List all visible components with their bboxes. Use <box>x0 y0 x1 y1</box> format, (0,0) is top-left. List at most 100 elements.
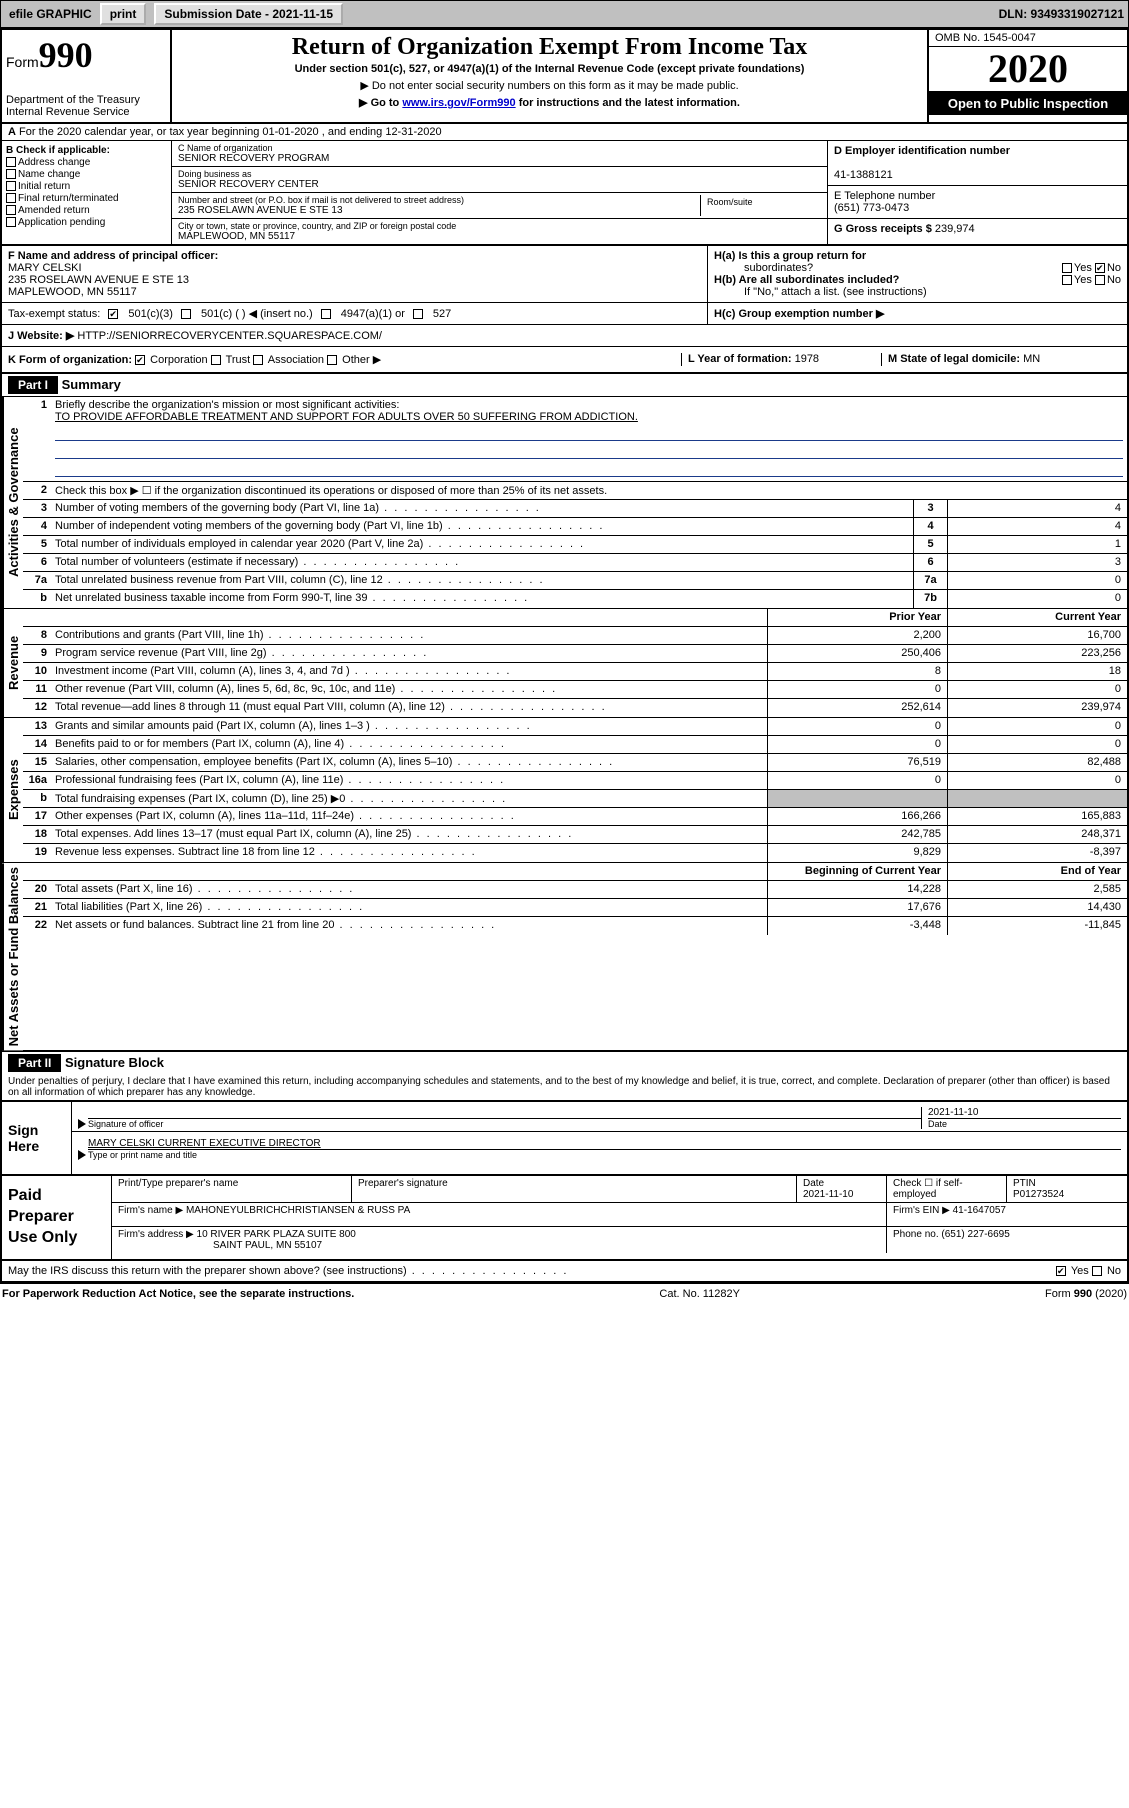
domicile: MN <box>1023 353 1040 365</box>
dba-label: Doing business as <box>178 169 821 179</box>
opt-trust: Trust <box>226 354 251 366</box>
chk-address-change[interactable]: Address change <box>18 157 90 168</box>
header-right: OMB No. 1545-0047 2020 Open to Public In… <box>927 30 1127 122</box>
city-label: City or town, state or province, country… <box>178 221 821 231</box>
chk-501c3[interactable] <box>108 309 118 319</box>
topbar: efile GRAPHIC print Submission Date - 20… <box>0 0 1129 28</box>
table-row: 22 Net assets or fund balances. Subtract… <box>23 917 1127 935</box>
may-yes[interactable] <box>1056 1266 1066 1276</box>
table-row: 18 Total expenses. Add lines 13–17 (must… <box>23 826 1127 844</box>
ha-no[interactable] <box>1095 263 1105 273</box>
gross-label: G Gross receipts $ <box>834 223 932 235</box>
footer-left: For Paperwork Reduction Act Notice, see … <box>2 1288 354 1300</box>
firm-addr-label: Firm's address ▶ <box>118 1229 194 1240</box>
table-row: 17 Other expenses (Part IX, column (A), … <box>23 808 1127 826</box>
sign-here-label: Sign Here <box>2 1102 72 1174</box>
domicile-label: M State of legal domicile: <box>888 353 1020 365</box>
chk-application-pending[interactable]: Application pending <box>18 217 105 228</box>
opt-assoc: Association <box>268 354 324 366</box>
form-header: Form990 Department of the Treasury Inter… <box>2 30 1127 124</box>
self-employed-chk[interactable]: Check ☐ if self-employed <box>887 1176 1007 1202</box>
chk-corp[interactable] <box>135 355 145 365</box>
dln: DLN: 93493319027121 <box>999 7 1124 21</box>
firm-ein: 41-1647057 <box>953 1205 1006 1216</box>
phone-value: (651) 227-6695 <box>941 1229 1009 1240</box>
org-name: SENIOR RECOVERY PROGRAM <box>178 153 821 164</box>
firm-name-label: Firm's name ▶ <box>118 1205 183 1216</box>
chk-trust[interactable] <box>211 355 221 365</box>
q1-label: Briefly describe the organization's miss… <box>55 399 399 411</box>
sign-date: 2021-11-10 <box>928 1107 978 1118</box>
chk-amended[interactable]: Amended return <box>18 205 90 216</box>
paid-preparer-label: Paid Preparer Use Only <box>2 1176 112 1258</box>
addr-value: 235 ROSELAWN AVENUE E STE 13 <box>178 205 700 216</box>
preparer-sig-hdr: Preparer's signature <box>352 1176 797 1202</box>
table-row: 10 Investment income (Part VIII, column … <box>23 663 1127 681</box>
part2-badge: Part II <box>8 1054 61 1072</box>
table-row: 7a Total unrelated business revenue from… <box>23 572 1127 590</box>
irs-link[interactable]: www.irs.gov/Form990 <box>402 97 515 109</box>
no-text-2: No <box>1107 274 1121 286</box>
col-b: B Check if applicable: Address change Na… <box>2 141 172 244</box>
tab-governance: Activities & Governance <box>2 397 23 608</box>
header-left: Form990 Department of the Treasury Inter… <box>2 30 172 122</box>
form-prefix: Form <box>6 54 39 70</box>
opt-501c: 501(c) ( ) ◀ (insert no.) <box>201 307 313 320</box>
firm-ein-label: Firm's EIN ▶ <box>893 1205 950 1216</box>
opt-corp: Corporation <box>150 354 207 366</box>
tab-expenses: Expenses <box>2 718 23 862</box>
ruled-line <box>55 425 1123 441</box>
chk-other[interactable] <box>327 355 337 365</box>
form-number: 990 <box>39 35 93 75</box>
ha-yes[interactable] <box>1062 263 1072 273</box>
hb-no[interactable] <box>1095 275 1105 285</box>
chk-527[interactable] <box>413 309 423 319</box>
omb-number: OMB No. 1545-0047 <box>929 30 1127 47</box>
footer-right: Form 990 (2020) <box>1045 1288 1127 1300</box>
prep-date: 2021-11-10 <box>803 1189 853 1200</box>
boc-hdr: Beginning of Current Year <box>767 863 947 880</box>
eoy-hdr: End of Year <box>947 863 1127 880</box>
ein-value: 41-1388121 <box>834 169 893 181</box>
chk-name-change[interactable]: Name change <box>18 169 80 180</box>
officer-name: MARY CELSKI <box>8 262 82 274</box>
preparer-name-hdr: Print/Type preparer's name <box>112 1176 352 1202</box>
opt-501c3: 501(c)(3) <box>128 308 173 320</box>
table-row: b Net unrelated business taxable income … <box>23 590 1127 608</box>
col-c: C Name of organization SENIOR RECOVERY P… <box>172 141 827 244</box>
part1-header: Part I Summary <box>2 374 1127 397</box>
may-yes-text: Yes <box>1071 1265 1089 1277</box>
ha-label: H(a) Is this a group return for <box>714 250 866 262</box>
note-goto: ▶ Go to www.irs.gov/Form990 for instruct… <box>178 96 921 109</box>
may-no[interactable] <box>1092 1266 1102 1276</box>
tab-net-assets: Net Assets or Fund Balances <box>2 863 23 1050</box>
tax-exempt-label: Tax-exempt status: <box>8 308 100 320</box>
ptin-value: P01273524 <box>1013 1189 1064 1200</box>
part1-revenue: Revenue Prior Year Current Year 8 Contri… <box>2 609 1127 718</box>
submission-date: Submission Date - 2021-11-15 <box>154 3 343 25</box>
chk-assoc[interactable] <box>253 355 263 365</box>
addr-label: Number and street (or P.O. box if mail i… <box>178 195 700 205</box>
current-year-hdr: Current Year <box>947 609 1127 626</box>
arrow-icon <box>78 1150 86 1160</box>
line-a-text: For the 2020 calendar year, or tax year … <box>19 126 442 138</box>
chk-501c[interactable] <box>181 309 191 319</box>
table-row: 6 Total number of volunteers (estimate i… <box>23 554 1127 572</box>
hb-yes[interactable] <box>1062 275 1072 285</box>
print-button[interactable]: print <box>100 3 147 25</box>
note-ssn: ▶ Do not enter social security numbers o… <box>178 79 921 92</box>
opt-4947: 4947(a)(1) or <box>341 308 405 320</box>
chk-final-return[interactable]: Final return/terminated <box>18 193 119 204</box>
org-name-label: C Name of organization <box>178 143 821 153</box>
chk-4947[interactable] <box>321 309 331 319</box>
part1-title: Summary <box>62 377 121 392</box>
website-label: J Website: ▶ <box>8 330 74 342</box>
prior-year-hdr: Prior Year <box>767 609 947 626</box>
tel-value: (651) 773-0473 <box>834 202 909 214</box>
chk-initial-return[interactable]: Initial return <box>18 181 70 192</box>
table-row: 13 Grants and similar amounts paid (Part… <box>23 718 1127 736</box>
form-subtitle: Under section 501(c), 527, or 4947(a)(1)… <box>178 63 921 75</box>
website-value: HTTP://SENIORRECOVERYCENTER.SQUARESPACE.… <box>77 330 382 342</box>
ein-label: D Employer identification number <box>834 145 1010 157</box>
table-row: 11 Other revenue (Part VIII, column (A),… <box>23 681 1127 699</box>
